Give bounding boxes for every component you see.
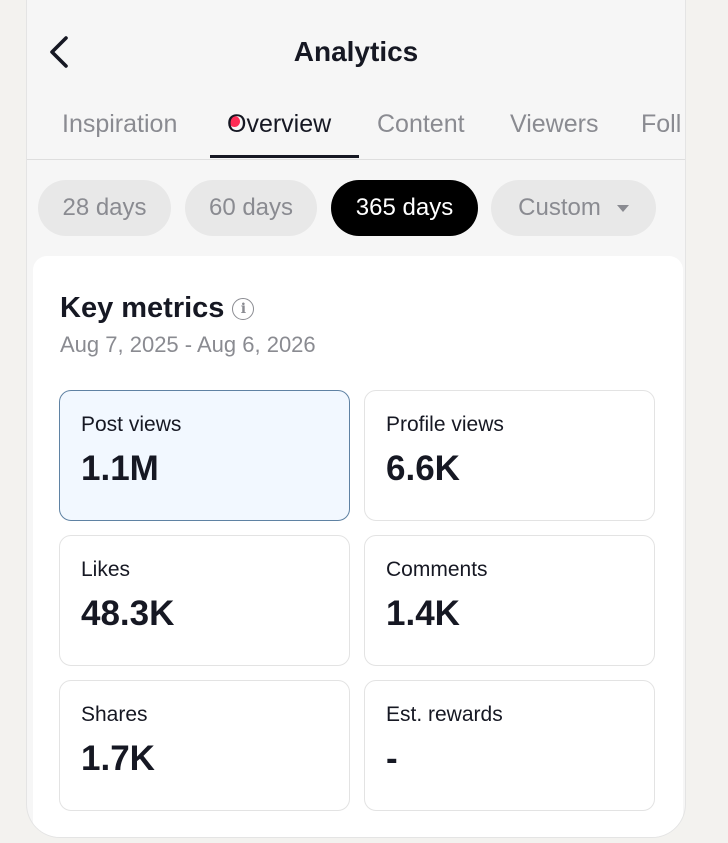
app-header: Analytics [27,0,685,104]
metric-label: Likes [81,558,131,581]
date-range-text: Aug 7, 2025 - Aug 6, 2026 [60,332,316,357]
metric-likes[interactable]: Likes 48.3K [59,535,350,666]
range-label: 28 days [62,194,147,221]
range-label: 365 days [355,194,454,221]
metric-value: 6.6K [386,449,460,488]
metric-label: Est. rewards [386,703,503,726]
metric-shares[interactable]: Shares 1.7K [59,680,350,811]
tab-overview[interactable]: Overview [227,110,331,139]
metric-label: Post views [81,413,182,436]
metric-value: 48.3K [81,594,175,633]
tab-followers[interactable]: Foll [641,110,681,139]
metric-est-rewards[interactable]: Est. rewards - [364,680,655,811]
metric-label: Profile views [386,413,504,436]
tab-content[interactable]: Content [377,110,465,139]
metric-value: 1.1M [81,449,159,488]
metric-post-views[interactable]: Post views 1.1M [59,390,350,521]
tab-label: Viewers [510,110,599,138]
metric-value: 1.7K [81,739,155,778]
range-label: Custom [518,194,601,221]
tab-label: Content [377,110,465,138]
analytics-screen: Analytics Inspiration Overview Content V… [26,0,686,838]
tab-label: Overview [227,110,332,138]
metric-comments[interactable]: Comments 1.4K [364,535,655,666]
tab-inspiration[interactable]: Inspiration [62,110,240,139]
caret-down-icon [616,204,629,212]
range-60-days-button[interactable]: 60 days [185,180,317,236]
key-metrics-card: Key metrics i Aug 7, 2025 - Aug 6, 2026 … [33,256,683,837]
date-range-selector: 28 days 60 days 365 days Custom [27,180,685,236]
chevron-left-icon [50,36,68,68]
metric-value: - [386,739,398,778]
page-title: Analytics [293,36,419,67]
metric-label: Shares [81,703,148,726]
tab-bar: Inspiration Overview Content Viewers Fol… [27,104,685,160]
metric-value: 1.4K [386,594,460,633]
range-365-days-button[interactable]: 365 days [331,180,478,236]
range-28-days-button[interactable]: 28 days [38,180,171,236]
key-metrics-heading: Key metrics i [60,292,255,325]
notification-dot [229,116,240,127]
metric-label: Comments [386,558,488,581]
range-label: 60 days [208,194,294,221]
metric-profile-views[interactable]: Profile views 6.6K [364,390,655,521]
tab-viewers[interactable]: Viewers [510,110,598,139]
key-metrics-title: Key metrics [60,292,225,324]
tab-label: Inspiration [62,110,178,138]
back-button[interactable] [41,34,77,70]
active-tab-indicator [210,155,359,158]
range-custom-dropdown[interactable]: Custom [491,180,656,236]
tab-label: Foll [641,110,682,138]
info-icon[interactable]: i [232,297,255,320]
